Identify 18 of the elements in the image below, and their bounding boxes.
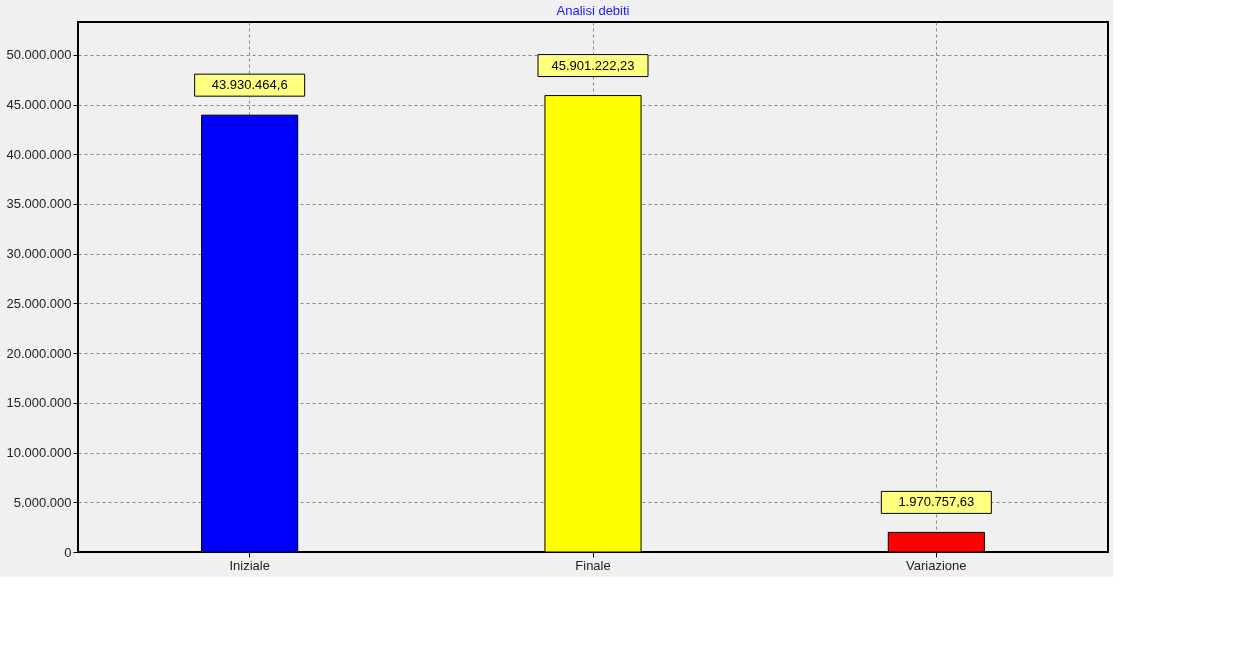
y-tick-label: 40.000.000	[6, 146, 72, 162]
chart-title: Analisi debiti	[556, 3, 630, 18]
y-tick-label: 25.000.000	[6, 295, 72, 311]
y-tick-label: 15.000.000	[6, 395, 72, 411]
y-tick-label: 30.000.000	[6, 246, 72, 262]
y-tick-label: 0	[64, 544, 72, 560]
x-tick-label: Iniziale	[229, 557, 270, 573]
y-tick-label: 5.000.000	[13, 494, 72, 510]
y-tick-label: 10.000.000	[6, 445, 72, 461]
data-label: 43.930.464,6	[211, 77, 288, 93]
x-tick-label: Finale	[575, 557, 611, 573]
y-tick-label: 50.000.000	[6, 47, 72, 63]
data-label: 45.901.222,23	[551, 57, 635, 73]
y-tick-label: 35.000.000	[6, 196, 72, 212]
y-tick-label: 20.000.000	[6, 345, 72, 361]
data-label: 1.970.757,63	[898, 494, 975, 510]
x-tick-label: Variazione	[906, 557, 967, 573]
y-tick-label: 45.000.000	[6, 97, 72, 113]
